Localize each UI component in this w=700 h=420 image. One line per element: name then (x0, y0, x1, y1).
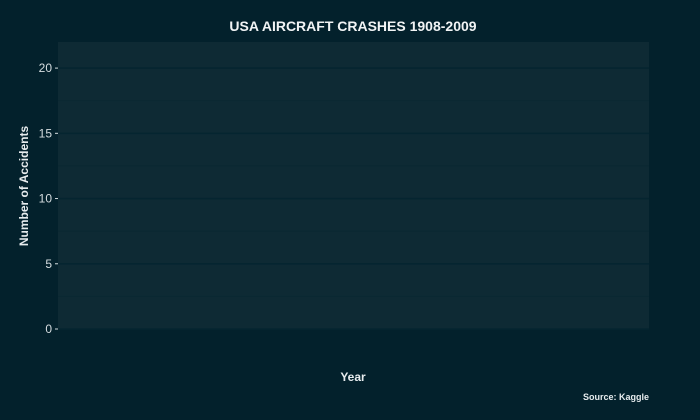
y-tick-label: 0 (45, 322, 52, 336)
x-axis-title: Year (340, 370, 366, 384)
y-tick-label: 5 (45, 257, 52, 271)
y-tick-label: 15 (39, 126, 53, 140)
y-axis-title: Number of Accidents (17, 126, 31, 247)
chart-title: USA AIRCRAFT CRASHES 1908-2009 (229, 18, 476, 34)
y-tick-label: 20 (39, 61, 53, 75)
y-axis-ticks: 0 5 10 15 20 (39, 61, 58, 336)
chart-caption: Source: Kaggle (583, 392, 649, 402)
plot-panel (58, 42, 649, 329)
y-tick-label: 10 (39, 192, 53, 206)
grid-lines (58, 67, 649, 330)
